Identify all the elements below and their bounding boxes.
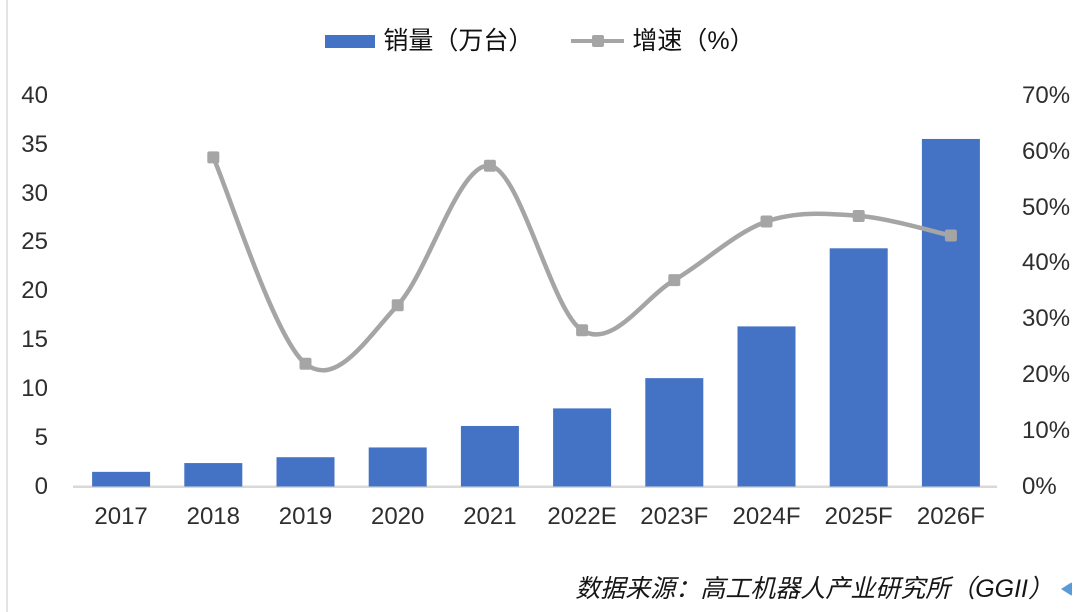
growth-marker-2020 [392,299,404,311]
sales-bar-2020 [369,447,427,486]
source-note-text: 数据来源：高工机器人产业研究所（GGII） [575,574,1053,604]
sales-bar-2021 [461,426,519,487]
chart-canvas: 销量（万台） 增速（%） 4035302520151050 70%60%50%4… [0,0,1080,612]
growth-marker-2026F [945,229,957,241]
sales-bar-2026F [922,139,980,487]
sales-bar-2018 [184,463,242,486]
growth-marker-2021 [484,160,496,172]
growth-marker-2018 [207,151,219,163]
growth-marker-2023F [668,274,680,286]
sales-bar-2025F [830,248,888,486]
sales-bar-2024F [738,326,796,486]
source-note: 数据来源：高工机器人产业研究所（GGII） [575,574,1072,604]
growth-marker-2022E [576,324,588,336]
plot-area [0,0,1080,612]
collapse-arrow-icon [1061,582,1072,596]
growth-marker-2024F [761,216,773,228]
sales-bar-2019 [277,457,335,486]
sales-bar-2017 [92,472,150,487]
growth-marker-2019 [300,358,312,370]
sales-bar-2023F [645,378,703,486]
sales-bar-2022E [553,408,611,486]
growth-marker-2025F [853,210,865,222]
